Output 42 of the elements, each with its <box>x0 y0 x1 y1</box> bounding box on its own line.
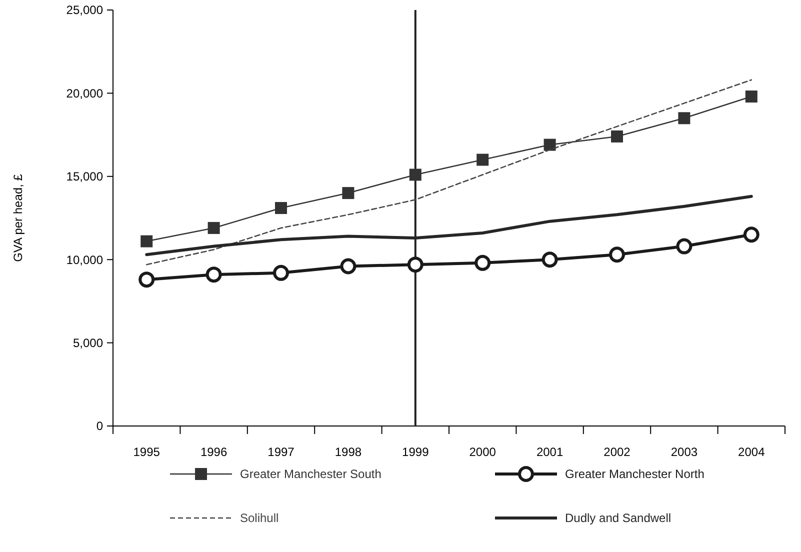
line-series <box>146 79 752 266</box>
x-tick-label: 2004 <box>738 445 766 459</box>
y-tick-label: 10,000 <box>66 252 104 267</box>
x-tick-label: 2001 <box>536 445 564 459</box>
text: Dudly and Sandwell <box>565 511 672 526</box>
point <box>208 222 220 234</box>
x-tick-label: 2003 <box>670 445 698 459</box>
point <box>275 202 287 214</box>
point <box>678 112 690 124</box>
x-tick-label: 1998 <box>334 445 362 459</box>
y-tick-label: 25,000 <box>66 3 104 18</box>
y-tick-label: 15,000 <box>66 170 104 184</box>
point <box>140 235 153 248</box>
text: Solihull <box>240 511 279 526</box>
point <box>609 246 625 263</box>
point <box>138 272 155 288</box>
x-tick-label: 1995 <box>133 445 160 459</box>
text: Greater Manchester South <box>240 467 382 482</box>
y-axis-title: GVA per head, £ <box>11 174 25 262</box>
point <box>542 252 558 268</box>
x-tick-label: 1996 <box>200 445 228 459</box>
point <box>340 258 356 274</box>
point <box>676 238 692 254</box>
point <box>273 264 289 281</box>
point <box>206 266 222 283</box>
point <box>476 154 489 166</box>
text: Greater Manchester North <box>565 467 704 482</box>
y-tick-label: 0 <box>96 419 104 434</box>
x-tick-label: 1997 <box>268 445 295 459</box>
x-tick-label: 2000 <box>469 445 496 459</box>
point <box>342 187 354 200</box>
point <box>474 254 491 271</box>
point <box>544 138 556 151</box>
x-tick-label: 2002 <box>604 445 631 459</box>
point <box>407 256 424 273</box>
point <box>743 226 760 243</box>
y-tick-label: 5,000 <box>72 336 104 350</box>
point <box>745 90 758 103</box>
y-tick-label: 20,000 <box>66 86 104 100</box>
point <box>409 168 422 181</box>
x-tick-label: 1999 <box>402 445 430 459</box>
point <box>611 130 623 142</box>
